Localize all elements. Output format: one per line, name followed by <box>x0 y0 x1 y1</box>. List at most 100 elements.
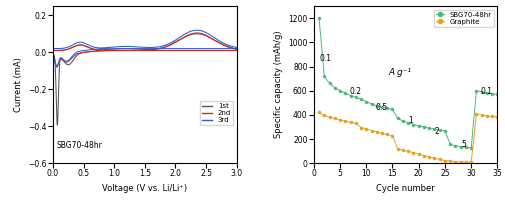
Text: SBG70-48hr: SBG70-48hr <box>57 141 103 150</box>
2nd <box>50 55 56 57</box>
Graphite <box>379 132 385 134</box>
1st <box>50 49 56 52</box>
2nd <box>150 48 157 51</box>
Line: 3rd: 3rd <box>53 30 237 67</box>
Graphite <box>342 120 348 122</box>
SBG70-48hr <box>400 120 406 122</box>
Y-axis label: Current (mA): Current (mA) <box>14 57 23 112</box>
2nd <box>208 49 214 52</box>
SBG70-48hr <box>431 128 437 130</box>
Graphite <box>473 113 479 115</box>
Text: 0.1: 0.1 <box>481 87 493 96</box>
Graphite <box>447 160 453 162</box>
Graphite <box>431 157 437 159</box>
SBG70-48hr <box>358 98 364 100</box>
Graphite <box>337 119 343 121</box>
Graphite <box>389 134 395 137</box>
Graphite <box>352 122 359 125</box>
1st <box>225 49 231 52</box>
Text: 2: 2 <box>435 127 439 136</box>
3rd <box>79 41 85 43</box>
Line: Graphite: Graphite <box>318 111 499 164</box>
2nd <box>194 32 200 34</box>
Line: 2nd: 2nd <box>53 33 237 67</box>
1st <box>194 33 200 35</box>
Graphite <box>489 115 495 118</box>
SBG70-48hr <box>369 103 375 105</box>
Graphite <box>321 114 327 117</box>
2nd <box>79 44 85 46</box>
1st <box>50 53 56 55</box>
SBG70-48hr <box>416 124 422 127</box>
X-axis label: Cycle number: Cycle number <box>376 184 435 193</box>
2nd <box>225 49 231 52</box>
Graphite <box>426 156 432 158</box>
1st <box>61 49 67 51</box>
1st <box>205 49 211 52</box>
Graphite <box>484 115 490 117</box>
3rd <box>205 47 211 50</box>
SBG70-48hr <box>458 145 464 148</box>
SBG70-48hr <box>395 117 401 120</box>
Graphite <box>400 149 406 151</box>
SBG70-48hr <box>489 92 495 95</box>
3rd <box>225 47 231 50</box>
SBG70-48hr <box>389 108 395 111</box>
3rd <box>208 47 214 50</box>
Text: 0.5: 0.5 <box>376 103 388 112</box>
SBG70-48hr <box>352 96 359 99</box>
Graphite <box>395 148 401 150</box>
Text: 5: 5 <box>461 140 466 149</box>
2nd <box>54 66 60 69</box>
Text: 0.1: 0.1 <box>319 54 331 63</box>
SBG70-48hr <box>316 17 322 19</box>
Graphite <box>411 151 417 154</box>
2nd <box>61 49 67 51</box>
Graphite <box>384 133 390 136</box>
3rd <box>194 29 200 31</box>
SBG70-48hr <box>374 105 380 107</box>
SBG70-48hr <box>327 82 333 85</box>
Graphite <box>437 158 443 161</box>
Graphite <box>316 111 322 114</box>
1st <box>55 124 61 126</box>
SBG70-48hr <box>468 146 474 149</box>
SBG70-48hr <box>473 90 479 92</box>
Graphite <box>463 161 469 163</box>
3rd <box>50 53 56 55</box>
Text: 0.2: 0.2 <box>350 87 362 96</box>
Graphite <box>452 160 459 163</box>
Graphite <box>369 129 375 132</box>
Line: SBG70-48hr: SBG70-48hr <box>318 17 499 149</box>
SBG70-48hr <box>437 129 443 131</box>
SBG70-48hr <box>421 126 427 128</box>
Legend: 1st, 2nd, 3rd: 1st, 2nd, 3rd <box>200 101 233 125</box>
SBG70-48hr <box>426 127 432 129</box>
2nd <box>205 49 211 52</box>
3rd <box>50 47 56 50</box>
Graphite <box>442 159 448 162</box>
SBG70-48hr <box>452 144 459 147</box>
3rd <box>61 47 67 49</box>
Graphite <box>363 128 369 130</box>
SBG70-48hr <box>442 130 448 132</box>
3rd <box>150 46 157 49</box>
Graphite <box>327 116 333 119</box>
1st <box>79 44 85 46</box>
SBG70-48hr <box>347 94 354 97</box>
SBG70-48hr <box>321 75 327 78</box>
Legend: SBG70-48hr, Graphite: SBG70-48hr, Graphite <box>434 10 494 27</box>
SBG70-48hr <box>463 146 469 149</box>
Graphite <box>347 121 354 123</box>
Graphite <box>468 161 474 164</box>
SBG70-48hr <box>337 90 343 92</box>
Graphite <box>405 150 411 153</box>
1st <box>208 49 214 52</box>
SBG70-48hr <box>332 86 338 89</box>
SBG70-48hr <box>342 92 348 94</box>
X-axis label: Voltage (V vs. Li/Li⁺): Voltage (V vs. Li/Li⁺) <box>103 184 187 193</box>
1st <box>150 48 157 51</box>
Graphite <box>421 154 427 157</box>
SBG70-48hr <box>447 143 453 146</box>
SBG70-48hr <box>494 93 500 95</box>
